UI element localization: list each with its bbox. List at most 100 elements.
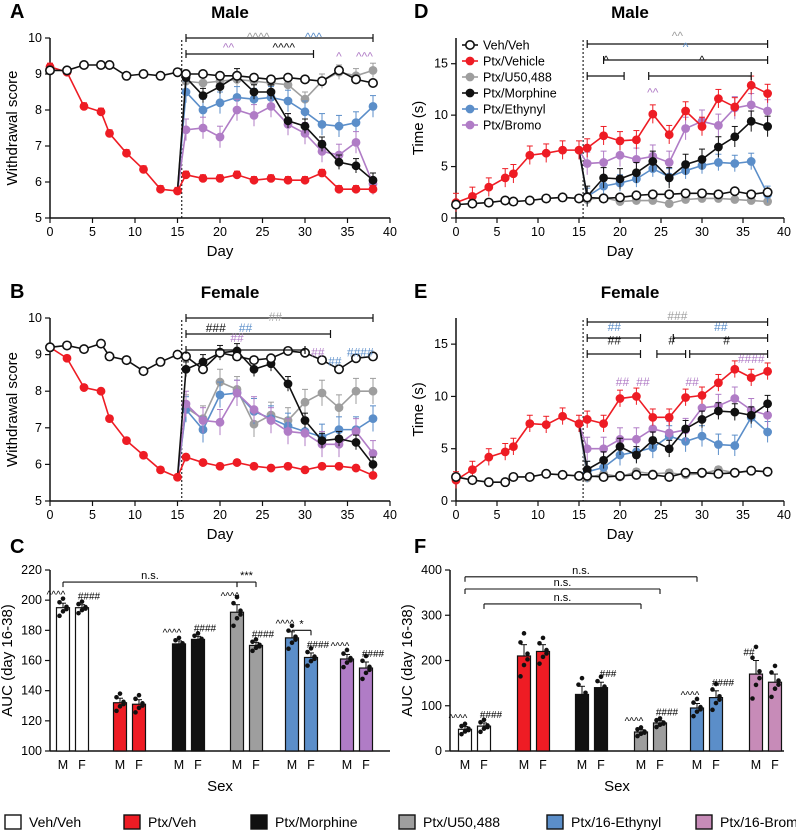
data-point [334,157,344,167]
legend-swatch-mor [250,814,268,830]
data-point [334,434,344,444]
data-point [351,438,361,447]
data-point [647,469,658,480]
data-point [317,388,327,398]
y-axis-label: Time (s) [410,382,427,436]
individual-point [60,609,66,614]
individual-point [710,687,715,692]
bar-ptx-M [516,655,532,752]
data-point [730,441,740,450]
x-tick-label: 30 [695,508,709,522]
individual-point [481,717,487,723]
data-point [156,465,165,475]
data-point [763,122,772,131]
data-point [122,436,131,446]
data-point [351,118,361,127]
legend-label: Ptx/Bromo [483,119,541,133]
significance-label: #### [362,649,385,660]
data-point [467,198,478,209]
data-point [599,455,608,465]
x-tick-label: 35 [736,225,750,239]
individual-point [753,682,759,688]
data-point [334,121,344,131]
individual-point [250,639,255,645]
series-ptx [45,62,378,196]
legend-label: Ptx/Vehicle [483,55,545,69]
y-axis-label: Time (s) [410,101,427,155]
panel-letter: F [414,536,426,558]
individual-point [234,615,240,621]
data-point [648,109,658,119]
data-point [582,159,592,168]
individual-point [305,663,310,668]
data-point [333,364,344,375]
x-axis-label: Day [207,526,234,543]
data-point [541,148,551,158]
data-point [232,458,242,467]
individual-point [654,724,659,730]
individual-point [540,654,546,660]
x-tick-label: 40 [777,508,791,522]
x-tick-label: 15 [171,508,185,522]
individual-point [583,694,588,700]
sex-label: M [519,758,529,772]
significance-label: #### [656,708,679,719]
y-tick-label: 5 [441,160,448,174]
significance-label: ^^^^ [247,30,270,44]
data-point [664,173,674,183]
chart-F: F 0 100 200 300 400 Sex AUC (day 16-38) M ^^^^ F ##… [399,536,784,795]
data-point [181,452,191,462]
legend-label: Ptx/U50,488 [483,71,552,85]
data-point [215,98,225,108]
significance-label: ## [636,375,650,389]
data-point [198,173,208,183]
individual-point [595,695,600,700]
data-point [181,87,191,97]
data-point [249,111,259,120]
legend-marker-ptx [465,56,475,66]
individual-point [308,646,314,651]
panel-letter: E [414,281,427,303]
series-mor [176,343,378,478]
series-eth [176,80,378,192]
sex-label: M [577,758,587,772]
y-tick-label: 6 [35,175,42,189]
data-point [632,450,641,460]
data-point [500,477,511,488]
bar-mor-F [190,638,206,752]
individual-point [257,644,262,649]
y-tick-label: 9 [35,67,42,81]
data-point [599,419,608,429]
bottom-legend: Veh/Veh Ptx/Veh Ptx/Morphine Ptx/U50,488 Ptx… [4,814,796,830]
data-point [598,193,609,204]
significance-label: ^^ [647,86,659,100]
individual-point [466,727,471,733]
data-point [299,74,310,85]
individual-point [462,729,468,734]
data-point [573,193,584,204]
data-point [763,410,772,420]
individual-point [459,723,464,729]
data-point [632,392,641,401]
sex-label: M [232,758,242,772]
significance-label: ^^^ [305,30,322,44]
individual-point [776,678,781,683]
significance-label: ## [714,320,728,334]
individual-point [750,696,755,701]
individual-point [133,696,138,702]
data-point [368,102,378,111]
data-point [681,106,690,116]
data-point [283,461,293,471]
individual-point [638,731,644,737]
bar-u50-F [248,644,264,752]
individual-point [76,610,81,616]
data-point [664,444,674,454]
data-point [574,419,584,429]
data-point [122,148,131,158]
individual-point [540,635,546,641]
individual-point [173,647,178,652]
significance-label: ^^^^ [221,592,240,603]
individual-point [598,674,604,680]
